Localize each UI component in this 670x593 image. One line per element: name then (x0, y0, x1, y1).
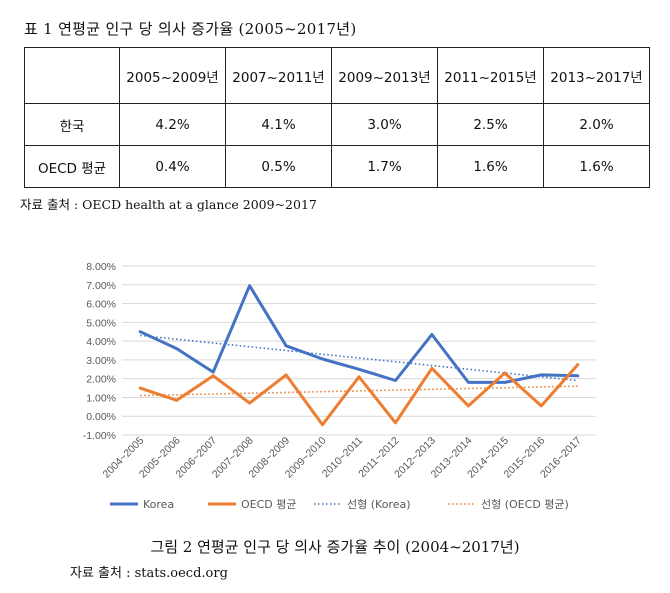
stats-table: 2005~2009년 2007~2011년 2009~2013년 2011~20… (24, 47, 650, 188)
table-header-cell: 2005~2009년 (119, 47, 226, 104)
table-cell: 3.0% (331, 103, 438, 146)
table-header-row: 2005~2009년 2007~2011년 2009~2013년 2011~20… (24, 47, 650, 104)
y-tick-label: 8.00% (86, 261, 116, 273)
table-header-cell: 2013~2017년 (543, 47, 650, 104)
table-header-cell (24, 47, 120, 104)
y-tick-label: 7.00% (86, 280, 116, 292)
table-cell: 4.2% (119, 103, 226, 146)
trendline (140, 385, 578, 397)
legend-label: 선형 (Korea) (347, 498, 411, 511)
table-header-cell: 2011~2015년 (437, 47, 544, 104)
table-header-cell: 2007~2011년 (225, 47, 332, 104)
table-caption: 표 1 연평균 인구 당 의사 증가율 (2005~2017년) (24, 20, 357, 38)
y-tick-label: 4.00% (86, 336, 116, 348)
series-line (138, 363, 580, 427)
table-cell: 2.5% (437, 103, 544, 146)
chart-caption: 그림 2 연평균 인구 당 의사 증가율 추이 (2004~2017년) (150, 538, 520, 556)
table-cell: 1.7% (331, 145, 438, 188)
legend-label: Korea (143, 498, 174, 511)
y-tick-label: 2.00% (86, 374, 116, 386)
table-cell: 1.6% (437, 145, 544, 188)
legend-label: OECD 평균 (241, 498, 297, 511)
y-tick-label: 3.00% (86, 355, 116, 367)
table-source: 자료 출처 : OECD health at a glance 2009~201… (20, 197, 317, 212)
trendline (140, 334, 578, 382)
y-tick-label: -1.00% (83, 430, 116, 442)
table-header-cell: 2009~2013년 (331, 47, 438, 104)
row-label: 한국 (24, 103, 120, 146)
legend-label: 선형 (OECD 평균) (481, 498, 569, 511)
y-tick-label: 1.00% (86, 392, 116, 404)
chart-source: 자료 출처 : stats.oecd.org (70, 566, 228, 581)
y-tick-label: 5.00% (86, 317, 116, 329)
table-row: OECD 평균 0.4% 0.5% 1.7% 1.6% 1.6% (24, 145, 650, 188)
table-cell: 1.6% (543, 145, 650, 188)
table-cell: 0.4% (119, 145, 226, 188)
line-chart: -1.00% 0.00% 1.00% 2.00% 3.00% 4.00% 5.00% 6.00… (83, 261, 596, 511)
table-cell: 0.5% (225, 145, 332, 188)
series-line (138, 284, 580, 384)
table-cell: 2.0% (543, 103, 650, 146)
row-label: OECD 평균 (24, 145, 120, 188)
y-tick-label: 0.00% (86, 411, 116, 423)
table-row: 한국 4.2% 4.1% 3.0% 2.5% 2.0% (24, 103, 650, 146)
table-cell: 4.1% (225, 103, 332, 146)
y-tick-label: 6.00% (86, 299, 116, 311)
